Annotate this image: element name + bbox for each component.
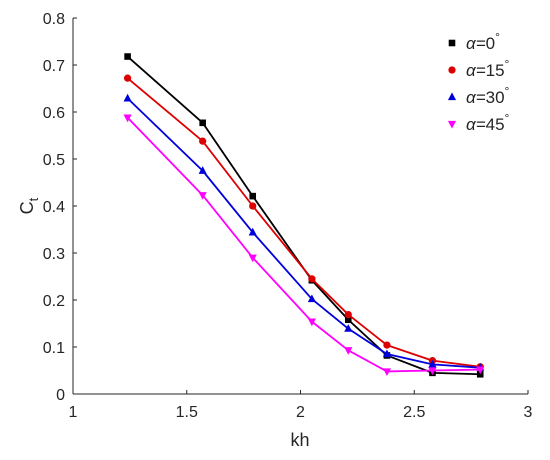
- data-point: [248, 227, 257, 236]
- data-point: [428, 367, 437, 376]
- data-point: [476, 366, 485, 375]
- legend-label-prefix: α=: [466, 115, 486, 134]
- data-point: [123, 93, 132, 102]
- data-point: [248, 254, 257, 263]
- data-point: [307, 294, 316, 303]
- legend-item-0: α=0°: [448, 30, 500, 53]
- data-point: [344, 324, 353, 332]
- legend: α=0°α=15°α=30°α=45°: [437, 27, 525, 143]
- data-point: [198, 166, 207, 174]
- data-point: [123, 74, 132, 82]
- y-tick-label: 0.1: [43, 340, 65, 357]
- data-point: [249, 202, 257, 210]
- legend-label-value: 30: [486, 88, 505, 107]
- data-point: [382, 368, 392, 377]
- legend-label: α=0°: [466, 30, 500, 53]
- legend-marker: [447, 92, 457, 101]
- data-point: [428, 359, 437, 368]
- legend-label: α=45°: [466, 111, 510, 134]
- y-tick-label: 0: [56, 387, 65, 404]
- legend-item-30: α=30°: [447, 84, 510, 107]
- data-point: [249, 192, 257, 200]
- legend-label-value: 15: [486, 61, 505, 80]
- y-axis-label-subscript: t: [26, 197, 41, 201]
- ticks: 1 1.5 2 2.5 300.10.20.30.40.50.60.70.8: [43, 11, 533, 421]
- legend-label-suffix: °: [495, 30, 500, 44]
- series-45: [123, 114, 485, 377]
- y-tick-label: 0.8: [43, 11, 65, 28]
- legend-label-suffix: °: [505, 84, 510, 98]
- legend-label-suffix: °: [505, 57, 510, 71]
- legend-label: α=15°: [466, 57, 510, 80]
- legend-label-prefix: α=: [466, 61, 486, 80]
- data-point: [382, 349, 392, 358]
- legend-item-45: α=45°: [447, 111, 510, 134]
- data-point: [344, 310, 352, 319]
- legend-marker: [447, 120, 457, 129]
- y-axis-label-main: C: [17, 201, 37, 214]
- legend-label: α=30°: [466, 84, 510, 107]
- y-axis-label: Ct: [17, 197, 41, 214]
- y-tick-label: 0.6: [43, 105, 65, 122]
- x-tick-label: 2: [296, 404, 305, 421]
- series-line: [126, 97, 481, 369]
- data-point: [307, 318, 316, 327]
- data-point: [199, 119, 206, 127]
- data-point: [123, 114, 132, 123]
- data-point: [308, 275, 316, 283]
- y-tick-label: 0.3: [43, 246, 65, 263]
- y-tick-label: 0.4: [43, 199, 65, 216]
- legend-marker: [448, 66, 456, 74]
- legend-item-15: α=15°: [448, 57, 510, 80]
- x-tick-label: 3: [524, 404, 533, 421]
- x-axis-label: kh: [290, 430, 309, 450]
- series-group: [123, 53, 485, 378]
- x-tick-label: 2.5: [403, 404, 425, 421]
- data-point: [199, 137, 207, 145]
- legend-marker: [448, 39, 456, 47]
- legend-label-prefix: α=: [466, 88, 486, 107]
- y-tick-label: 0.7: [43, 58, 65, 75]
- data-point: [383, 341, 391, 349]
- data-point: [198, 192, 207, 200]
- legend-label-value: 45: [486, 115, 505, 134]
- legend-label-suffix: °: [505, 111, 510, 125]
- legend-label-prefix: α=: [466, 34, 486, 53]
- data-point: [124, 53, 131, 60]
- series-line: [127, 77, 481, 368]
- series-line: [126, 117, 481, 373]
- y-tick-label: 0.5: [43, 152, 65, 169]
- x-tick-label: 1.5: [176, 404, 198, 421]
- legend-label-value: 0: [486, 34, 495, 53]
- y-tick-label: 0.2: [43, 293, 65, 310]
- x-tick-label: 1: [69, 404, 78, 421]
- data-point: [344, 347, 353, 355]
